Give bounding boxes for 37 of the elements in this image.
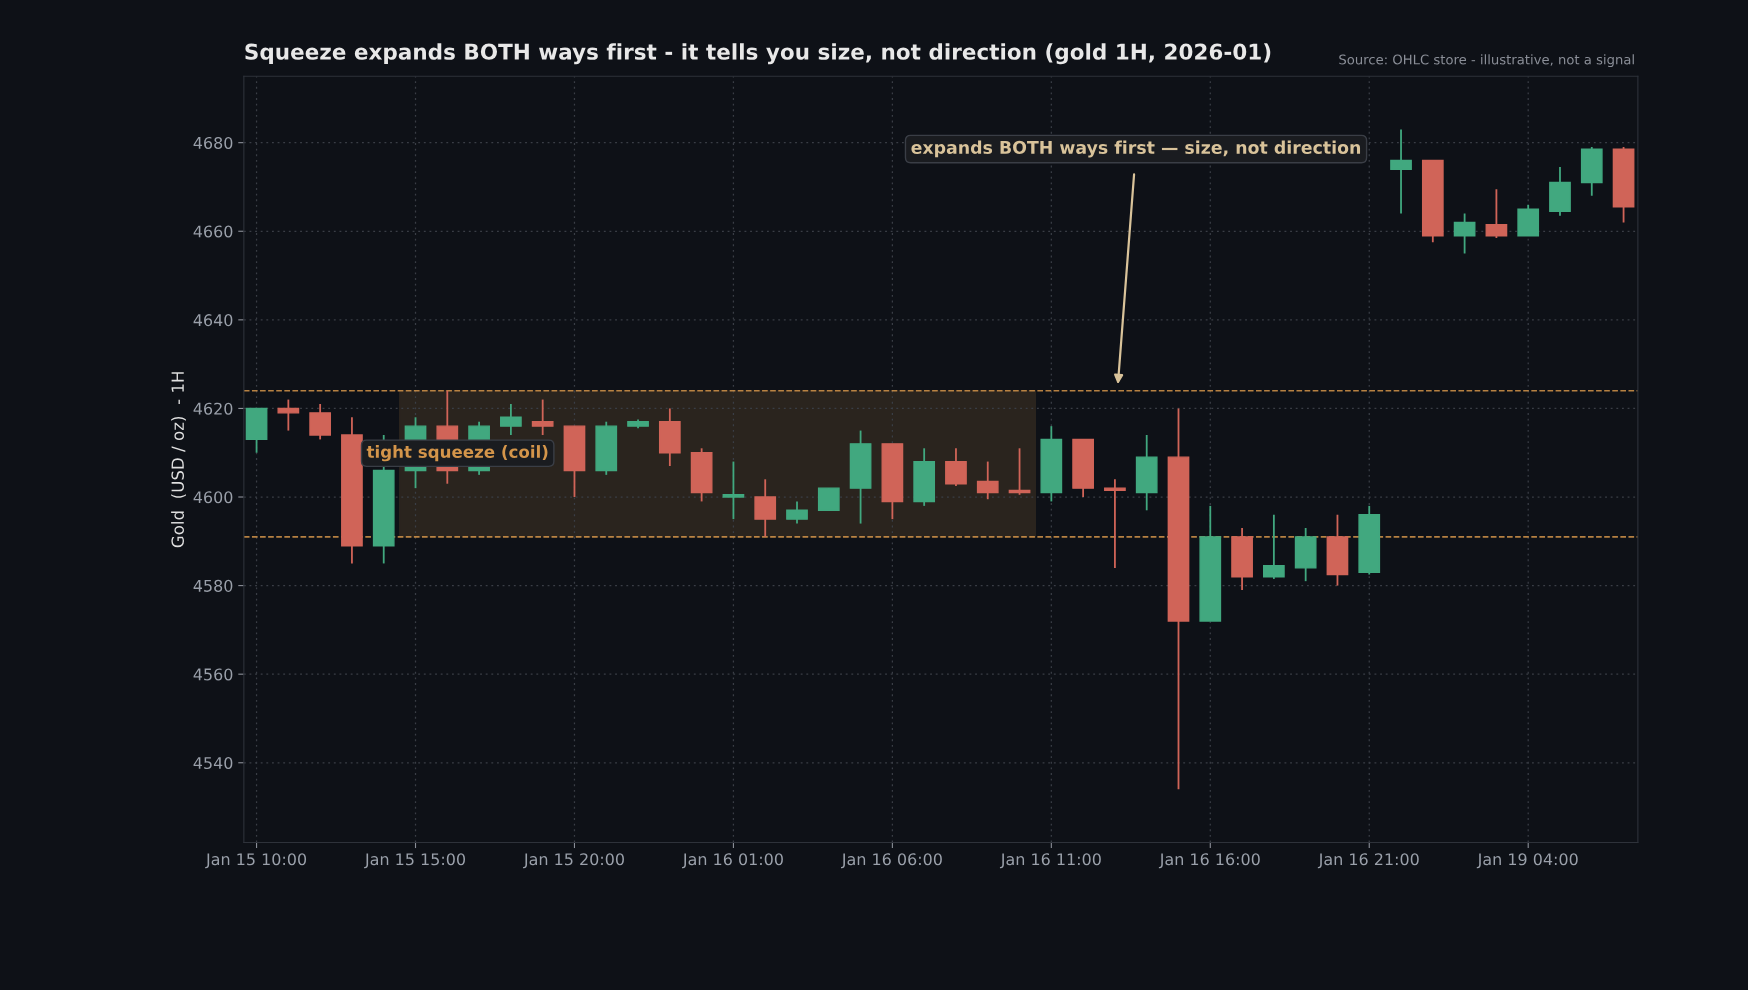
candlestick: [722, 460, 745, 521]
candlestick: [1104, 478, 1126, 569]
candlestick: [976, 460, 999, 501]
candlestick: [1453, 212, 1476, 255]
y-axis-title: Gold (USD / oz) - 1H: [171, 372, 186, 548]
y-tick-label: 4680: [193, 136, 233, 149]
chart-title: Squeeze expands BOTH ways first - it tells you size, not direction (gold 1H, 2026-01): [245, 43, 1271, 65]
candlestick: [1263, 513, 1285, 580]
candlestick: [754, 478, 777, 538]
x-tick-label: Jan 15 15:00: [364, 853, 466, 869]
y-tick-label: 4620: [193, 402, 233, 415]
y-tick-label: 4540: [193, 756, 233, 770]
candlestick: [309, 403, 332, 441]
y-tick-label: 4560: [193, 668, 233, 681]
candlestick: [531, 398, 554, 436]
x-tick-label: Jan 16 16:00: [1158, 853, 1260, 869]
x-tick-label: Jan 16 01:00: [682, 853, 783, 869]
y-tick-label: 4580: [193, 579, 233, 592]
candlestick: [786, 500, 808, 525]
source-note: Source: OHLC store - illustrative, not a signal: [1339, 54, 1634, 68]
candlestick: [1390, 128, 1412, 215]
candlestick: [817, 487, 840, 511]
x-tick-label: Jan 19 04:00: [1476, 853, 1578, 869]
candlestick: [500, 403, 522, 436]
x-tick-label: Jan 16 11:00: [999, 853, 1101, 869]
candlestick: [1485, 188, 1508, 239]
y-tick-label: 4640: [193, 314, 233, 327]
x-tick-label: Jan 15 20:00: [523, 853, 624, 869]
x-tick-label: Jan 16 21:00: [1317, 853, 1419, 869]
x-tick-label: Jan 15 10:00: [205, 853, 307, 869]
x-tick-label: Jan 16 06:00: [840, 853, 942, 869]
band-label: tight squeeze (coil): [366, 445, 548, 462]
candlestick: [945, 447, 967, 487]
y-tick-label: 4600: [193, 491, 233, 504]
annotation: expands BOTH ways first — size, not direction: [911, 140, 1361, 158]
y-tick-label: 4660: [193, 225, 233, 238]
candlestick: [277, 398, 300, 432]
